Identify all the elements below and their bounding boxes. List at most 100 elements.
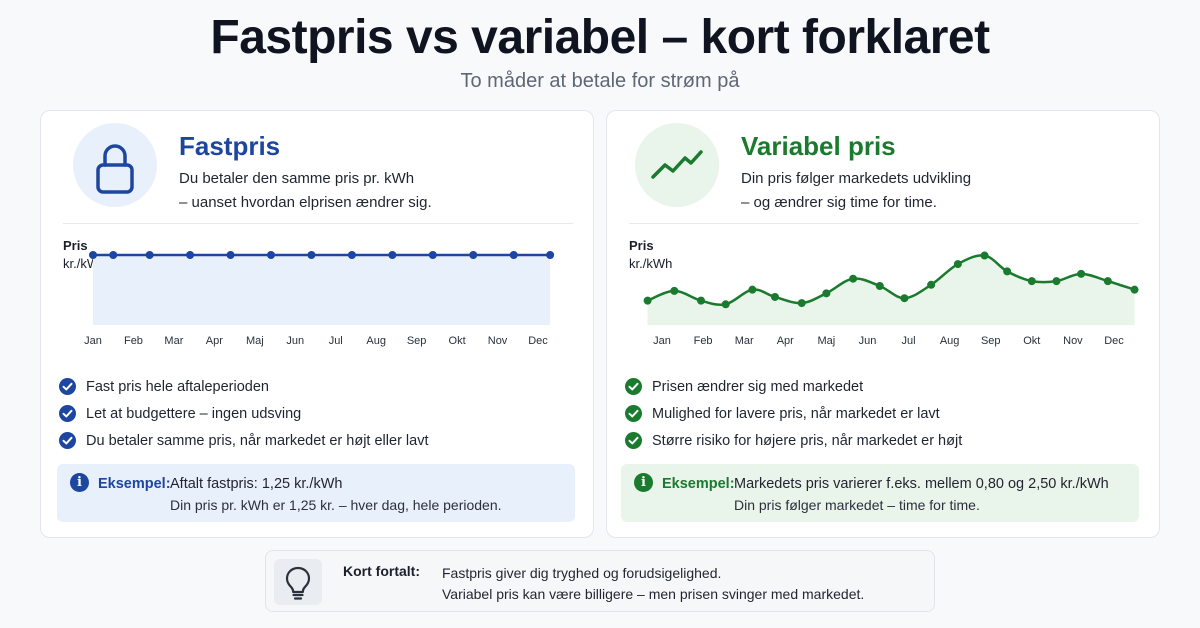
list-item: Let at budgettere – ingen udsving [59, 400, 429, 427]
chart-point [1103, 277, 1112, 286]
variable-card-title: Variabel pris [741, 131, 896, 161]
chart-tick-label: Nov [1063, 335, 1083, 347]
chart-tick-label: Feb [124, 335, 143, 347]
chart-point [849, 274, 858, 283]
summary-box: Kort fortalt: Fastpris giver dig tryghed… [265, 550, 935, 612]
check-icon [625, 378, 642, 395]
chart-tick-label: Mar [164, 335, 183, 347]
check-icon [625, 405, 642, 422]
bulb-icon-box [274, 559, 322, 605]
info-icon: i [70, 473, 89, 492]
variable-card-description: Din pris følger markedets udvikling – og… [741, 170, 972, 211]
chart-point [697, 296, 706, 305]
fixed-card-divider [63, 223, 573, 224]
chart-point [797, 299, 806, 308]
fixed-card-title: Fastpris [179, 131, 281, 161]
chart-point [89, 251, 97, 259]
chart-point [388, 251, 397, 259]
chart-tick-label: Sep [407, 335, 427, 347]
fixed-example-box: i Eksempel: Aftalt fastpris: 1,25 kr./kW… [57, 464, 575, 522]
chart-point [953, 260, 962, 269]
chart-area-fill [93, 255, 551, 325]
list-item: Mulighed for lavere pris, når markedet e… [625, 400, 962, 427]
chart-point [226, 251, 235, 259]
example-line-1: Markedets pris varierer f.eks. mellem 0,… [734, 476, 1109, 492]
lightbulb-icon [285, 566, 311, 600]
list-item: Større risiko for højere pris, når marke… [625, 427, 962, 454]
chart-point [900, 294, 909, 303]
chart-point [145, 251, 154, 259]
example-label: Eksempel: [662, 476, 735, 492]
chart-point [1130, 285, 1139, 294]
bullet-text: Du betaler samme pris, når markedet er h… [86, 432, 429, 449]
chart-point [875, 282, 884, 290]
summary-line-1: Fastpris giver dig tryghed og forudsigel… [442, 565, 722, 581]
fixed-price-card: Fastpris Du betaler den samme pris pr. k… [40, 110, 594, 538]
fixed-bullet-list: Fast pris hele aftaleperioden Let at bud… [59, 373, 429, 454]
check-icon [59, 405, 76, 422]
page-title: Fastpris vs variabel – kort forklaret [210, 11, 990, 64]
summary-text: Fastpris giver dig tryghed og forudsigel… [442, 563, 864, 605]
chart-point [186, 251, 195, 259]
chart-tick-label: Jan [84, 335, 102, 347]
summary-label: Kort fortalt: [343, 563, 420, 579]
chart-point [1027, 277, 1036, 286]
fixed-icon-circle [73, 123, 157, 207]
chart-tick-label: Sep [981, 335, 1001, 347]
chart-tick-label: Mar [735, 335, 754, 347]
chart-tick-label: Feb [694, 335, 713, 347]
chart-tick-label: Jul [902, 335, 916, 347]
bullet-text: Mulighed for lavere pris, når markedet e… [652, 405, 940, 422]
variable-bullet-list: Prisen ændrer sig med markedet Mulighed … [625, 373, 962, 454]
variable-example-box: i Eksempel: Markedets pris varierer f.ek… [621, 464, 1139, 522]
chart-point [721, 300, 730, 309]
chart-tick-label: Jan [653, 335, 671, 347]
check-icon [59, 432, 76, 449]
chart-tick-label: Aug [366, 335, 386, 347]
chart-ylabel: Pris [629, 238, 654, 253]
chart-tick-label: Okt [1023, 335, 1040, 347]
check-icon [625, 432, 642, 449]
chart-tick-label: Jul [329, 335, 343, 347]
summary-line-2: Variabel pris kan være billigere – men p… [442, 586, 865, 602]
chart-point [771, 292, 779, 301]
list-item: Fast pris hele aftaleperioden [59, 373, 429, 400]
bullet-text: Let at budgettere – ingen udsving [86, 405, 302, 422]
chart-point [670, 286, 679, 295]
chart-point [509, 251, 518, 259]
chart-point [748, 285, 757, 294]
check-icon [59, 378, 76, 395]
list-item: Du betaler samme pris, når markedet er h… [59, 427, 429, 454]
bullet-text: Større risiko for højere pris, når marke… [652, 432, 963, 449]
variable-price-card: Variabel pris Din pris følger markedets … [606, 110, 1160, 538]
chart-point [267, 251, 275, 259]
chart-tick-label: Okt [449, 335, 466, 347]
chart-point [980, 251, 989, 260]
chart-unit: kr./kWh [629, 256, 672, 271]
chart-ylabel: Pris [63, 238, 88, 253]
chart-point [927, 280, 936, 289]
chart-point [546, 251, 555, 259]
chart-point [1077, 269, 1086, 278]
chart-tick-label: Jun [286, 335, 304, 347]
chart-tick-label: Jun [859, 335, 877, 347]
chart-point [1003, 267, 1012, 276]
variable-card-divider [629, 223, 1139, 224]
fixed-card-description: Du betaler den samme pris pr. kWh – uans… [179, 170, 432, 211]
chart-point [109, 251, 118, 259]
chart-point [347, 251, 356, 259]
chart-point [822, 289, 831, 298]
page-subtitle: To måder at betale for strøm på [460, 70, 740, 92]
chart-tick-label: Apr [777, 335, 794, 347]
lock-icon [96, 144, 134, 194]
example-line-2: Din pris følger markedet – time for time… [734, 497, 980, 513]
chart-point [1052, 277, 1061, 286]
example-line-1: Aftalt fastpris: 1,25 kr./kWh [170, 476, 343, 492]
chart-point [307, 251, 316, 259]
chart-point [643, 296, 652, 305]
chart-tick-label: Nov [488, 335, 508, 347]
chart-point [469, 251, 478, 259]
variable-price-chart: Pris kr./kWh Jan Feb Mar Apr Maj Jun Jul Aug Sep O… [629, 238, 1139, 347]
bullet-text: Prisen ændrer sig med markedet [652, 378, 864, 395]
